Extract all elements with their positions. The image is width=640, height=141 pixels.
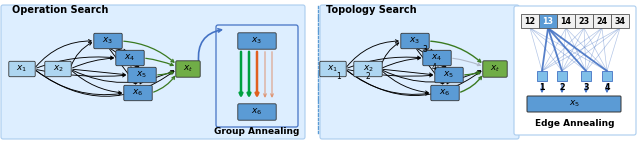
Bar [557,14,575,28]
Bar [611,14,629,28]
Text: 12: 12 [524,16,536,26]
Text: 3: 3 [422,45,427,54]
Bar [537,71,547,81]
FancyBboxPatch shape [1,5,305,139]
Text: 13: 13 [543,16,554,26]
Bar [602,71,612,81]
Text: 2: 2 [366,72,371,81]
Text: Topology Search: Topology Search [326,5,417,15]
FancyBboxPatch shape [320,61,346,77]
Text: $x_5$: $x_5$ [136,70,148,80]
Text: $x_2$: $x_2$ [52,64,63,74]
Text: 34: 34 [614,16,625,26]
Text: Edge Annealing: Edge Annealing [535,119,615,128]
Text: 1: 1 [540,82,545,92]
Bar [539,14,557,28]
Text: $x_2$: $x_2$ [362,64,374,74]
FancyBboxPatch shape [514,6,636,135]
FancyBboxPatch shape [216,25,298,127]
Bar [521,14,539,28]
Text: $x_4$: $x_4$ [431,53,443,63]
FancyBboxPatch shape [45,61,71,77]
FancyBboxPatch shape [354,61,382,77]
FancyBboxPatch shape [124,85,152,101]
Text: $x_3$: $x_3$ [252,36,262,46]
Text: $x_3$: $x_3$ [102,36,113,46]
FancyBboxPatch shape [320,5,519,139]
FancyBboxPatch shape [238,104,276,120]
Text: $x_5$: $x_5$ [444,70,454,80]
FancyBboxPatch shape [401,33,429,49]
Text: $x_1$: $x_1$ [328,64,339,74]
Text: 23: 23 [579,16,589,26]
Text: 4: 4 [432,63,437,72]
Bar [593,14,611,28]
Text: $x_t$: $x_t$ [183,64,193,74]
Bar [557,71,567,81]
FancyBboxPatch shape [423,50,451,66]
Text: 1: 1 [336,72,340,81]
FancyBboxPatch shape [527,96,621,112]
FancyBboxPatch shape [483,61,507,77]
FancyBboxPatch shape [431,85,460,101]
Text: 24: 24 [596,16,607,26]
FancyBboxPatch shape [116,50,144,66]
Text: $x_t$: $x_t$ [490,64,500,74]
Bar [575,14,593,28]
Text: $x_3$: $x_3$ [410,36,420,46]
Text: $x_1$: $x_1$ [17,64,28,74]
FancyBboxPatch shape [128,67,156,83]
Text: 2: 2 [559,82,565,92]
FancyBboxPatch shape [94,33,122,49]
Text: $x_6$: $x_6$ [252,107,262,117]
Text: $x_6$: $x_6$ [132,88,143,98]
FancyBboxPatch shape [238,33,276,49]
FancyBboxPatch shape [176,61,200,77]
Text: $x_4$: $x_4$ [124,53,136,63]
Text: Group Annealing: Group Annealing [214,127,300,136]
Text: Operation Search: Operation Search [12,5,108,15]
Text: $x_6$: $x_6$ [439,88,451,98]
FancyBboxPatch shape [435,67,463,83]
Text: $x_5$: $x_5$ [570,99,580,109]
FancyBboxPatch shape [9,61,35,77]
Bar [581,71,591,81]
Text: 14: 14 [561,16,572,26]
Text: 3: 3 [583,82,589,92]
Text: 4: 4 [604,82,610,92]
